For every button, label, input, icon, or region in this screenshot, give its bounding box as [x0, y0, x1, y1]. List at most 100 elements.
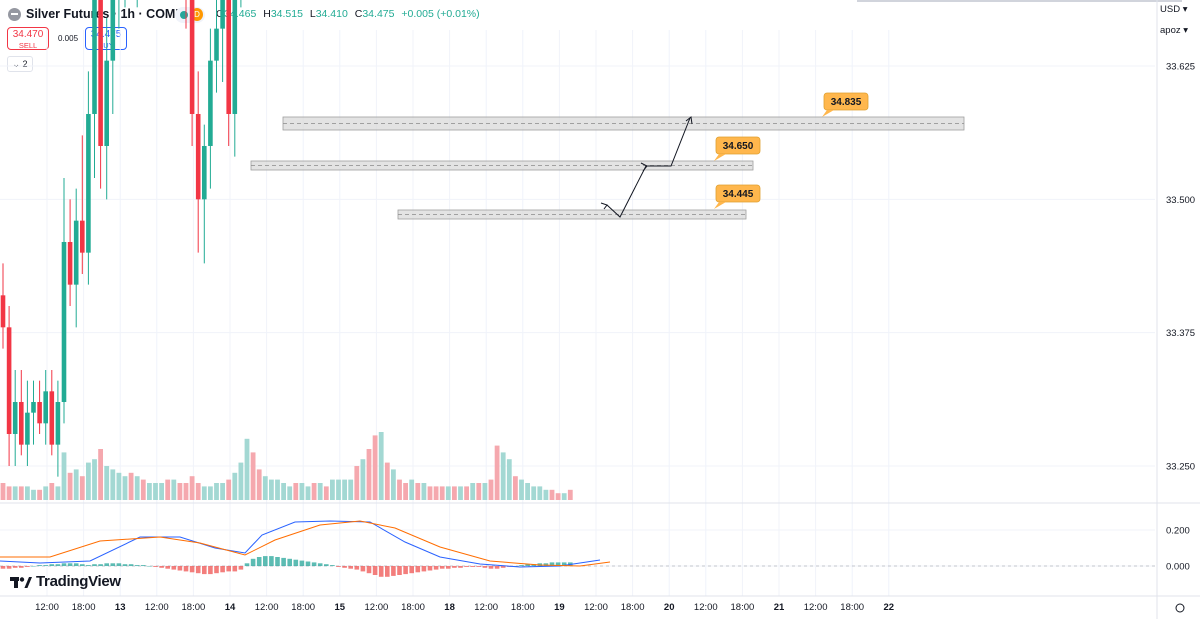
- candle-body: [110, 0, 116, 61]
- time-tick-label: 12:00: [584, 602, 608, 613]
- macd-histogram-bar: [153, 566, 158, 567]
- volume-bar: [366, 449, 372, 500]
- currency-label: USD: [1160, 4, 1181, 15]
- sell-button[interactable]: 34.470 SELL: [7, 27, 49, 50]
- macd-histogram-bar: [250, 558, 256, 566]
- macd-histogram-bar: [128, 564, 134, 566]
- volume-bar: [67, 472, 73, 500]
- macd-histogram-bar: [31, 566, 36, 567]
- macd-histogram-bar: [360, 566, 366, 572]
- macd-histogram-bar: [214, 566, 219, 574]
- volume-bar: [92, 459, 97, 500]
- price-zones[interactable]: 34.835 34.650 34.445: [250, 92, 965, 220]
- candle-body: [73, 220, 79, 285]
- candle-body: [86, 113, 91, 253]
- settings-gear-icon[interactable]: [1175, 603, 1185, 613]
- volume-bar: [378, 432, 384, 500]
- volume-bar: [525, 483, 530, 500]
- macd-histogram-bar: [122, 564, 128, 566]
- chevron-down-icon: ⌄: [12, 59, 20, 69]
- volume-bar: [153, 483, 158, 500]
- macd-panel: [0, 520, 1155, 577]
- volume-bar: [391, 469, 396, 500]
- macd-histogram-bar: [116, 563, 122, 566]
- macd-histogram-bar: [49, 564, 55, 566]
- macd-histogram-bar: [385, 566, 390, 577]
- price-level-label-box[interactable]: [823, 92, 869, 111]
- macd-histogram-bar: [269, 556, 274, 566]
- macd-histogram-bar: [494, 566, 500, 569]
- symbol-title[interactable]: Silver Futures · 1h · COMEX: [26, 7, 193, 21]
- macd-histogram-bar: [134, 565, 140, 566]
- macd-histogram-bar: [372, 566, 378, 575]
- scale-selector[interactable]: apoz ▾: [1160, 25, 1188, 36]
- macd-histogram-bar: [195, 566, 201, 574]
- macd-histogram-bar: [147, 566, 152, 567]
- sell-price: 34.470: [12, 29, 44, 40]
- time-tick-label: 18:00: [72, 602, 96, 613]
- volume-bar: [299, 483, 305, 500]
- time-tick-label: 18:00: [840, 602, 864, 613]
- volume-bar: [293, 483, 299, 500]
- macd-histogram-bar: [403, 566, 408, 575]
- buy-button[interactable]: 34.475 BUY: [85, 27, 127, 50]
- candle-body: [67, 241, 73, 285]
- volume-bar: [49, 483, 55, 500]
- macd-tick-label: 0.000: [1166, 562, 1190, 573]
- volume-bar: [140, 479, 146, 500]
- time-tick-label: 12:00: [35, 602, 59, 613]
- volume-bar: [317, 483, 323, 500]
- volume-bar: [269, 479, 274, 500]
- candle-body: [55, 401, 61, 445]
- time-tick-label: 19: [554, 602, 565, 613]
- volume-bar: [354, 466, 360, 500]
- volume-bar: [500, 452, 506, 500]
- time-tick-label: 13: [115, 602, 126, 613]
- currency-selector[interactable]: USD ▾: [1160, 4, 1187, 15]
- volume-bar: [543, 489, 549, 500]
- price-level-label-box[interactable]: [715, 184, 761, 203]
- volume-bar: [37, 489, 42, 500]
- volume-bar: [201, 486, 207, 500]
- macd-histogram-bar: [549, 562, 555, 566]
- time-tick-label: 12:00: [804, 602, 828, 613]
- price-level-label-box[interactable]: [715, 136, 761, 155]
- tradingview-logo-icon: [10, 576, 32, 588]
- candle-body: [92, 0, 97, 114]
- price-level-label: 34.835: [831, 97, 862, 108]
- grid: [0, 30, 1155, 596]
- macd-histogram-bar: [19, 566, 24, 568]
- volume-bar: [519, 479, 524, 500]
- candle-body: [6, 327, 12, 434]
- macd-histogram-bar: [43, 565, 48, 566]
- tradingview-logo[interactable]: TradingView: [10, 573, 121, 590]
- candle-body: [208, 60, 213, 146]
- volume-bar: [104, 466, 110, 500]
- macd-histogram-bar: [452, 566, 457, 568]
- volume-bar: [122, 476, 128, 500]
- macd-histogram-bar: [342, 566, 347, 568]
- macd-histogram-bar: [256, 557, 262, 566]
- macd-histogram-bar: [281, 557, 286, 566]
- support-resistance-zone[interactable]: [282, 116, 965, 131]
- volume-bars: [0, 432, 573, 500]
- projection-arrows[interactable]: [600, 116, 693, 218]
- symbol-logo-icon[interactable]: [8, 8, 21, 21]
- macd-histogram-bar: [287, 558, 292, 566]
- macd-histogram-bar: [25, 566, 30, 567]
- macd-histogram-bar: [86, 565, 91, 566]
- volume-bar: [98, 449, 103, 500]
- volume-bar: [61, 452, 67, 500]
- macd-histogram-bar: [482, 566, 488, 568]
- label-pointer: [822, 110, 834, 117]
- macd-histogram-bar: [421, 566, 427, 572]
- volume-bar: [561, 493, 567, 500]
- volume-bar: [177, 483, 183, 500]
- volume-bar: [116, 472, 122, 500]
- macd-histogram-bar: [189, 566, 195, 573]
- indicators-toggle[interactable]: ⌄ 2: [7, 56, 33, 72]
- macd-tick-label: 0.200: [1166, 526, 1190, 537]
- volume-bar: [476, 483, 482, 500]
- support-resistance-zone[interactable]: [250, 160, 754, 171]
